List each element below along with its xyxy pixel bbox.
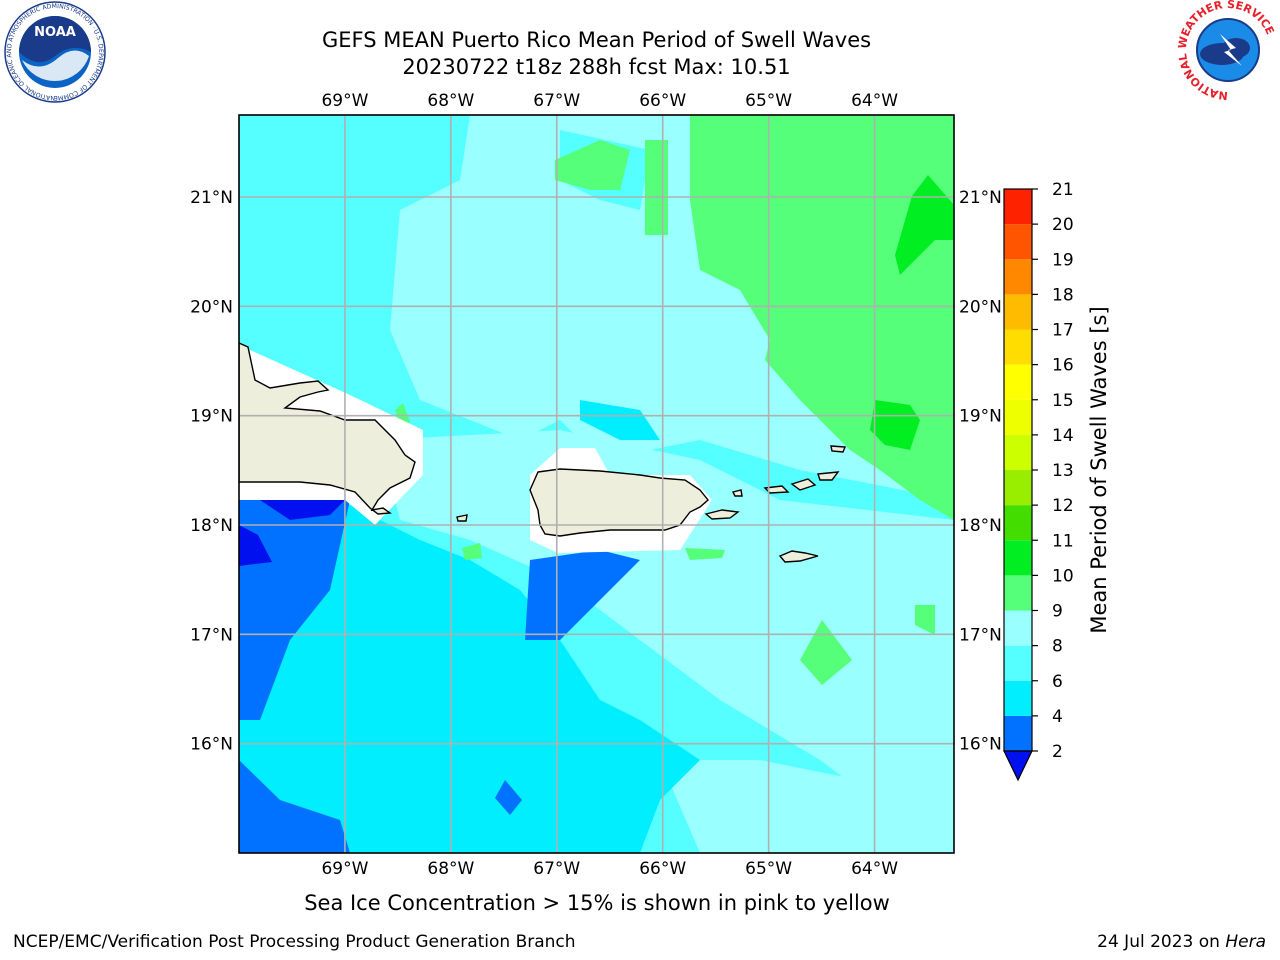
noaa-logo: NATIONAL OCEANIC AND ATMOSPHERIC ADMINIS… bbox=[0, 0, 106, 103]
colorbar-segment bbox=[1004, 259, 1032, 295]
colorbar-tick-label: 10 bbox=[1052, 566, 1074, 586]
colorbar-tick-label: 16 bbox=[1052, 356, 1074, 376]
graticule bbox=[239, 115, 954, 853]
virgin-islands-3 bbox=[817, 471, 840, 481]
lon-label-bottom: 66°W bbox=[639, 859, 686, 879]
colorbar-segment bbox=[1004, 470, 1032, 506]
lat-label-left: 18°N bbox=[190, 516, 233, 536]
colorbar-tick-label: 18 bbox=[1052, 285, 1074, 305]
nws-logo: NATIONAL WEATHER SERVICE bbox=[1176, 0, 1277, 100]
map-axis-labels: 69°W 69°W 68°W 68°W 67°W 67°W 66°W 66°W 65°W 65°W… bbox=[190, 91, 1002, 879]
colorbar-tick-label: 12 bbox=[1052, 496, 1074, 516]
colorbar-tick-label: 14 bbox=[1052, 426, 1074, 446]
lon-label-bottom: 64°W bbox=[851, 859, 898, 879]
map-frame bbox=[238, 114, 955, 854]
chart-subtitle: 20230722 t18z 288h fcst Max: 10.51 bbox=[402, 55, 791, 79]
lon-label-top: 65°W bbox=[745, 91, 792, 111]
lat-label-right: 18°N bbox=[959, 516, 1002, 536]
colorbar-segment bbox=[1004, 715, 1032, 751]
anegada-island bbox=[830, 445, 847, 453]
lon-label-top: 66°W bbox=[639, 91, 686, 111]
colorbar-segment bbox=[1004, 434, 1032, 470]
footer-host: Hera bbox=[1225, 932, 1266, 952]
chart-title: GEFS MEAN Puerto Rico Mean Period of Swe… bbox=[321, 28, 872, 52]
virgin-islands-2 bbox=[790, 478, 817, 491]
colorbar-label: Mean Period of Swell Waves [s] bbox=[1087, 306, 1111, 633]
colorbar-tick-label: 17 bbox=[1052, 321, 1074, 341]
mona-island bbox=[456, 514, 468, 522]
vieques-island bbox=[704, 509, 740, 520]
lon-label-bottom: 65°W bbox=[745, 859, 792, 879]
map-plot bbox=[239, 115, 954, 853]
lat-label-left: 21°N bbox=[190, 188, 233, 208]
colorbar-tick-label: 6 bbox=[1052, 672, 1063, 692]
colorbar-tick-label: 8 bbox=[1052, 637, 1063, 657]
colorbar-segment bbox=[1004, 505, 1032, 541]
colorbar-segment bbox=[1004, 364, 1032, 400]
lat-label-right: 16°N bbox=[959, 735, 1002, 755]
colorbar-segment bbox=[1004, 224, 1032, 260]
footer-date-text: 24 Jul 2023 on bbox=[1097, 932, 1226, 952]
footer-credit: NCEP/EMC/Verification Post Processing Pr… bbox=[13, 932, 576, 952]
lat-label-right: 21°N bbox=[959, 188, 1002, 208]
contour-8-9 bbox=[380, 200, 954, 853]
hispaniola-land bbox=[239, 342, 416, 515]
st-croix-island bbox=[778, 550, 819, 563]
lat-label-left: 17°N bbox=[190, 625, 233, 645]
colorbar-tick-label: 4 bbox=[1052, 707, 1063, 727]
colorbar-segment bbox=[1004, 575, 1032, 611]
colorbar-tick-label: 19 bbox=[1052, 250, 1074, 270]
desecheo-island bbox=[731, 489, 743, 497]
colorbar-tick-label: 15 bbox=[1052, 391, 1074, 411]
lat-label-left: 16°N bbox=[190, 735, 233, 755]
lon-label-top: 68°W bbox=[427, 91, 474, 111]
contour-10-11 bbox=[870, 175, 954, 450]
colorbar-segment bbox=[1004, 189, 1032, 225]
colorbar-segment bbox=[1004, 399, 1032, 435]
colorbar-segment bbox=[1004, 680, 1032, 716]
colorbar-tick-label: 2 bbox=[1052, 742, 1063, 762]
colorbar-segment bbox=[1004, 294, 1032, 330]
lat-label-right: 19°N bbox=[959, 407, 1002, 427]
lon-label-top: 67°W bbox=[533, 91, 580, 111]
footer-date: 24 Jul 2023 on Hera bbox=[1097, 932, 1266, 952]
lat-label-right: 17°N bbox=[959, 625, 1002, 645]
colorbar-tick-label: 11 bbox=[1052, 531, 1074, 551]
colorbar-tick-label: 13 bbox=[1052, 461, 1074, 481]
lon-label-top: 69°W bbox=[321, 91, 368, 111]
colorbar-tick-label: 21 bbox=[1052, 180, 1074, 200]
colorbar-under-arrow bbox=[1003, 750, 1033, 782]
colorbar-segment bbox=[1004, 540, 1032, 576]
lon-label-bottom: 68°W bbox=[427, 859, 474, 879]
colorbar-segment bbox=[1004, 329, 1032, 365]
lon-label-top: 64°W bbox=[851, 91, 898, 111]
colorbar-segment bbox=[1004, 610, 1032, 646]
colorbar: 2 4 6 8 9 10 11 12 13 14 15 16 17 18 19 20 21 bbox=[1003, 180, 1074, 782]
contour-4-6 bbox=[239, 400, 700, 853]
colorbar-tick-label: 9 bbox=[1052, 602, 1063, 622]
colorbar-segment bbox=[1004, 645, 1032, 681]
lat-label-left: 20°N bbox=[190, 297, 233, 317]
lat-label-left: 19°N bbox=[190, 407, 233, 427]
lon-label-bottom: 67°W bbox=[533, 859, 580, 879]
contour-under-2 bbox=[239, 500, 345, 566]
sea-ice-note: Sea Ice Concentration > 15% is shown in … bbox=[304, 891, 890, 915]
svg-text:NOAA: NOAA bbox=[34, 25, 76, 40]
lat-label-right: 20°N bbox=[959, 297, 1002, 317]
lon-label-bottom: 69°W bbox=[321, 859, 368, 879]
colorbar-tick-label: 20 bbox=[1052, 215, 1074, 235]
